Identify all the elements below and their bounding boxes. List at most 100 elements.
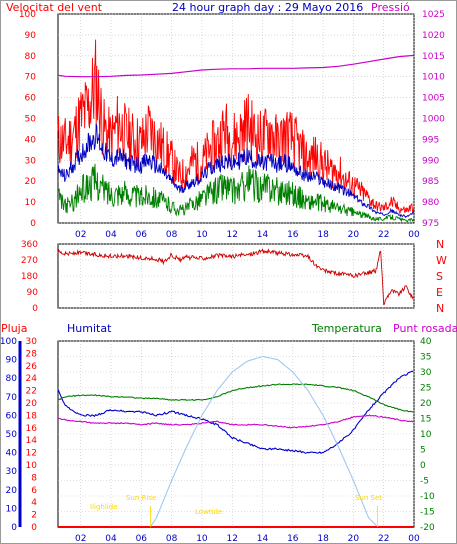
direction-y-tick-label: 270 xyxy=(21,256,38,266)
rain-y-tick-label: 24 xyxy=(26,374,38,384)
wind-y-tick-label: 50 xyxy=(25,115,37,125)
rain-y-tick-label: 22 xyxy=(26,387,37,397)
direction-y-tick-label: 360 xyxy=(21,240,38,250)
wind-y-tick-label: 100 xyxy=(19,10,36,20)
compass-label: W xyxy=(436,254,447,267)
temperature-y-tick-label: 10 xyxy=(420,430,432,440)
temperature-y-tick-label: 30 xyxy=(420,368,432,378)
wind-y-tick-label: 60 xyxy=(25,94,37,104)
wind-x-tick-label: 06 xyxy=(136,230,148,240)
compass-label: E xyxy=(436,286,443,299)
temp-x-tick-label: 20 xyxy=(348,534,360,544)
rain-y-tick-label: 8 xyxy=(31,473,37,483)
direction-y-tick-label: 180 xyxy=(21,272,38,282)
sunset-label: Sun Set xyxy=(355,494,382,502)
rain-y-tick-label: 16 xyxy=(26,424,38,434)
rain-y-tick-label: 30 xyxy=(26,337,38,347)
wind-x-tick-label: 00 xyxy=(408,230,420,240)
temperature-y-tick-label: -10 xyxy=(420,492,435,502)
temperature-y-tick-label: -15 xyxy=(420,508,435,518)
rain-y-tick-label: 10 xyxy=(26,461,38,471)
wind-x-tick-label: 14 xyxy=(257,230,269,240)
pressure-y-tick-label: 1000 xyxy=(422,115,445,125)
temperature-y-tick-label: 0 xyxy=(420,461,426,471)
temp-x-tick-label: 08 xyxy=(166,534,178,544)
wind-y-tick-label: 0 xyxy=(30,219,36,229)
rain-axis-title: Pluja xyxy=(1,322,27,335)
wind-x-tick-label: 18 xyxy=(317,230,329,240)
sunrise-label: Sun Rise xyxy=(126,494,156,502)
wind-y-tick-label: 10 xyxy=(25,198,37,208)
temp-x-tick-label: 00 xyxy=(408,534,420,544)
temp-x-tick-label: 04 xyxy=(105,534,117,544)
series-line-gust xyxy=(57,39,415,215)
wind-x-tick-label: 22 xyxy=(378,230,389,240)
pressure-y-tick-label: 995 xyxy=(422,135,439,145)
rain-y-tick-label: 28 xyxy=(26,349,38,359)
wind-y-tick-label: 20 xyxy=(25,177,37,187)
wind-pressure-panel: 0102030405060708090100975980985990995100… xyxy=(19,10,445,240)
wind-x-tick-label: 08 xyxy=(166,230,178,240)
humidity-y-tick-label: 90 xyxy=(6,356,18,366)
pressure-y-tick-label: 1025 xyxy=(422,10,445,20)
rain-y-tick-label: 12 xyxy=(26,449,37,459)
temp-x-tick-label: 12 xyxy=(226,534,237,544)
rain-y-tick-label: 4 xyxy=(31,498,37,508)
series-line-min xyxy=(57,163,415,223)
wind-y-tick-label: 30 xyxy=(25,156,37,166)
rain-y-tick-label: 14 xyxy=(26,436,38,446)
humidity-axis-title: Humitat xyxy=(67,322,112,335)
temperature-y-tick-label: -5 xyxy=(420,477,429,487)
pressure-y-tick-label: 1020 xyxy=(422,31,445,41)
lowtide-label: Lowtide xyxy=(195,508,222,516)
series-line-pressure xyxy=(57,54,415,78)
temperature-y-tick-label: -20 xyxy=(420,523,435,533)
direction-y-tick-label: 0 xyxy=(32,304,38,314)
temperature-y-tick-label: 35 xyxy=(420,353,431,363)
temp-x-tick-label: 22 xyxy=(378,534,389,544)
humidity-y-tick-label: 30 xyxy=(6,467,18,477)
wind-x-tick-label: 04 xyxy=(105,230,117,240)
rain-y-tick-label: 6 xyxy=(31,486,37,496)
temperature-humidity-panel: -20-15-10-505101520253035400102030405060… xyxy=(0,337,435,544)
temp-x-tick-label: 14 xyxy=(257,534,269,544)
wind-y-tick-label: 70 xyxy=(25,73,37,83)
series-line-dewpoint xyxy=(57,414,414,429)
compass-label: N xyxy=(436,238,444,251)
wind-y-tick-label: 90 xyxy=(25,31,37,41)
compass-label: N xyxy=(436,302,444,315)
humidity-y-tick-label: 80 xyxy=(6,374,18,384)
series-line-humidity xyxy=(57,370,414,454)
humidity-y-tick-label: 70 xyxy=(6,393,18,403)
rain-y-tick-label: 2 xyxy=(31,511,37,521)
pressure-y-tick-label: 1010 xyxy=(422,73,445,83)
humidity-y-tick-label: 100 xyxy=(0,337,17,347)
temp-x-tick-label: 02 xyxy=(75,534,86,544)
pressure-y-tick-label: 990 xyxy=(422,156,439,166)
series-line-solar xyxy=(149,355,378,528)
temperature-y-tick-label: 25 xyxy=(420,384,431,394)
wind-speed-axis-title: Velocitat del vent xyxy=(6,1,103,14)
wind-x-tick-label: 02 xyxy=(75,230,86,240)
humidity-y-tick-label: 40 xyxy=(6,449,18,459)
temperature-y-tick-label: 15 xyxy=(420,415,431,425)
humidity-y-tick-label: 60 xyxy=(6,411,18,421)
direction-y-tick-label: 90 xyxy=(27,288,39,298)
temperature-y-tick-label: 40 xyxy=(420,337,432,347)
rain-y-tick-label: 26 xyxy=(26,362,38,372)
series-line-direction xyxy=(57,248,414,306)
pressure-axis-title: Pressió xyxy=(371,1,410,14)
humidity-y-tick-label: 50 xyxy=(6,430,18,440)
rain-y-tick-label: 20 xyxy=(26,399,38,409)
humidity-y-tick-label: 0 xyxy=(11,523,17,533)
rain-y-tick-label: 0 xyxy=(31,523,37,533)
pressure-y-tick-label: 975 xyxy=(422,219,439,229)
humidity-y-tick-label: 10 xyxy=(6,504,18,514)
dewpoint-axis-title: Punt rosada xyxy=(393,322,457,335)
rain-y-tick-label: 18 xyxy=(26,411,38,421)
series-line-average xyxy=(57,123,414,219)
wind-y-tick-label: 80 xyxy=(25,52,37,62)
twilight-label: Ilighlide xyxy=(90,503,117,511)
